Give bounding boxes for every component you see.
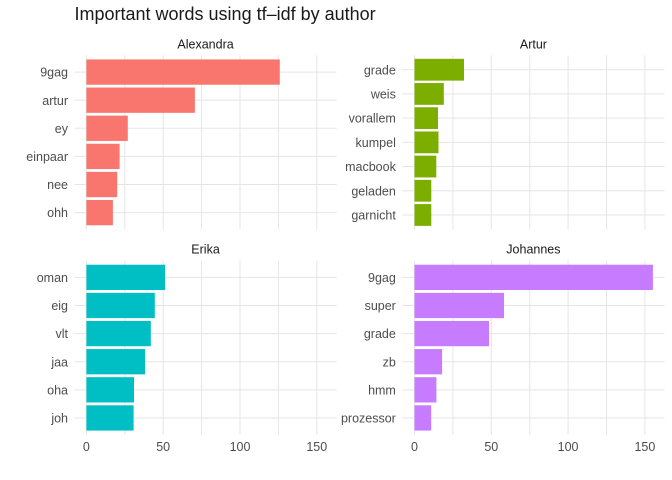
svg-text:0: 0	[411, 440, 418, 454]
svg-text:9gag: 9gag	[368, 271, 396, 285]
svg-text:ey: ey	[55, 122, 69, 136]
svg-text:150: 150	[634, 440, 655, 454]
svg-text:Artur: Artur	[520, 37, 547, 51]
svg-text:nee: nee	[47, 178, 68, 192]
svg-text:super: super	[365, 299, 396, 313]
svg-text:jaa: jaa	[50, 355, 68, 369]
svg-text:vlt: vlt	[56, 327, 69, 341]
svg-text:100: 100	[558, 440, 579, 454]
svg-text:weis: weis	[370, 88, 396, 102]
svg-text:einpaar: einpaar	[26, 150, 68, 164]
svg-text:joh: joh	[50, 412, 68, 426]
svg-text:100: 100	[230, 440, 251, 454]
svg-text:0: 0	[83, 440, 90, 454]
svg-text:kumpel: kumpel	[356, 136, 396, 150]
svg-text:prozessor: prozessor	[341, 412, 396, 426]
svg-text:50: 50	[156, 440, 170, 454]
svg-text:Johannes: Johannes	[506, 243, 560, 257]
svg-text:9gag: 9gag	[40, 66, 68, 80]
svg-text:geladen: geladen	[351, 184, 396, 198]
svg-text:garnicht: garnicht	[351, 209, 396, 223]
svg-text:macbook: macbook	[345, 160, 396, 174]
svg-text:150: 150	[306, 440, 327, 454]
svg-text:eig: eig	[51, 299, 68, 313]
svg-text:grade: grade	[364, 63, 396, 77]
svg-text:ohh: ohh	[47, 206, 68, 220]
svg-text:oman: oman	[37, 271, 68, 285]
svg-text:hmm: hmm	[368, 383, 396, 397]
svg-text:50: 50	[484, 440, 498, 454]
svg-text:Alexandra: Alexandra	[177, 37, 233, 51]
svg-text:vorallem: vorallem	[349, 112, 396, 126]
svg-text:grade: grade	[364, 327, 396, 341]
svg-text:artur: artur	[42, 94, 68, 108]
svg-text:Erika: Erika	[191, 243, 220, 257]
svg-text:Important words using tf–idf b: Important words using tf–idf by author	[75, 4, 376, 24]
svg-text:zb: zb	[383, 355, 396, 369]
svg-text:oha: oha	[47, 383, 68, 397]
